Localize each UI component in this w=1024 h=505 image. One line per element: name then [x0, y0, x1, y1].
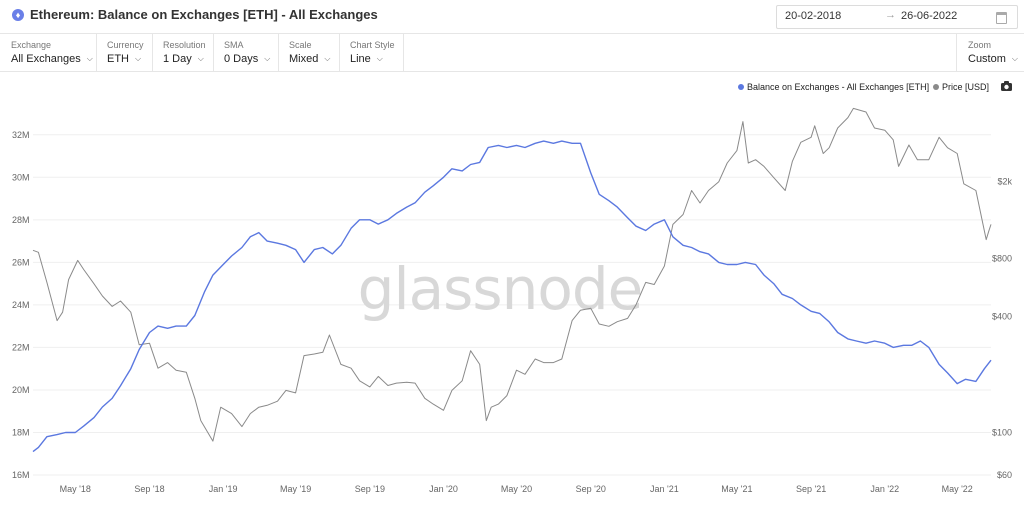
chart-style-select[interactable]: Chart Style Line ⌵: [339, 34, 404, 71]
chart-style-value[interactable]: Line ⌵: [350, 53, 383, 65]
ethereum-icon: ♦: [12, 9, 24, 21]
chevron-down-icon: ⌵: [376, 54, 383, 63]
x-tick-label: Jan '19: [209, 484, 238, 494]
right-tick-label: $100: [992, 427, 1012, 437]
sma-value[interactable]: 0 Days ⌵: [224, 53, 271, 65]
right-tick-label: $60: [997, 470, 1012, 480]
resolution-label: Resolution: [163, 40, 206, 50]
legend-dot-price: [933, 84, 939, 90]
sma-select[interactable]: SMA 0 Days ⌵: [213, 34, 279, 71]
chevron-down-icon: ⌵: [197, 54, 204, 63]
left-axis: 16M 18M 20M 22M 24M 26M 28M 30M 32M: [12, 130, 30, 480]
zoom-select[interactable]: Zoom Custom ⌵: [956, 34, 1024, 71]
currency-value[interactable]: ETH ⌵: [107, 53, 142, 65]
currency-label: Currency: [107, 40, 144, 50]
watermark: glassnode: [358, 255, 643, 323]
zoom-label: Zoom: [968, 40, 992, 50]
left-tick-label: 28M: [12, 215, 30, 225]
x-tick-label: May '18: [60, 484, 91, 494]
x-tick-label: Sep '19: [355, 484, 385, 494]
calendar-icon[interactable]: [996, 12, 1007, 24]
chevron-down-icon: ⌵: [1011, 54, 1018, 63]
left-tick-label: 22M: [12, 342, 30, 352]
chart-style-label: Chart Style: [350, 40, 395, 50]
chevron-down-icon: ⌵: [135, 54, 142, 63]
chart-area: glassnode 16M 18M 20M 22M 24M 26M 28M 30M 32M $6…: [12, 81, 1013, 494]
right-tick-label: $800: [992, 253, 1012, 263]
currency-select[interactable]: Currency ETH ⌵: [96, 34, 153, 71]
right-tick-label: $2k: [997, 177, 1012, 187]
scale-value[interactable]: Mixed ⌵: [289, 53, 331, 65]
x-tick-label: May '20: [501, 484, 532, 494]
exchange-value[interactable]: All Exchanges ⌵: [11, 53, 93, 65]
grid: [33, 134, 991, 476]
right-axis: $60 $100 $400 $800 $2k: [992, 177, 1013, 480]
x-tick-label: Jan '20: [429, 484, 458, 494]
x-tick-label: May '19: [280, 484, 311, 494]
left-tick-label: 18M: [12, 427, 30, 437]
x-tick-label: Jan '22: [870, 484, 899, 494]
chevron-down-icon: ⌵: [264, 54, 271, 63]
series-layer: [32, 107, 992, 453]
x-tick-label: Sep '21: [796, 484, 826, 494]
x-tick-label: Sep '18: [134, 484, 164, 494]
camera-icon[interactable]: [1001, 81, 1012, 91]
chevron-down-icon: ⌵: [324, 54, 331, 63]
resolution-select[interactable]: Resolution 1 Day ⌵: [152, 34, 214, 71]
x-tick-label: Sep '20: [576, 484, 606, 494]
left-tick-label: 32M: [12, 130, 30, 140]
series-line-balance[interactable]: [32, 140, 992, 453]
left-tick-label: 24M: [12, 300, 30, 310]
exchange-label: Exchange: [11, 40, 52, 50]
left-tick-label: 20M: [12, 385, 30, 395]
zoom-value[interactable]: Custom ⌵: [968, 53, 1018, 65]
chart-header: ♦ Ethereum: Balance on Exchanges [ETH] -…: [0, 0, 1024, 32]
sma-label: SMA: [224, 40, 244, 50]
legend: Balance on Exchanges - All Exchanges [ET…: [738, 81, 1012, 92]
legend-dot-balance: [738, 84, 744, 90]
resolution-value[interactable]: 1 Day ⌵: [163, 53, 204, 65]
date-to[interactable]: 26-06-2022: [901, 10, 958, 22]
x-axis: May '18 Sep '18 Jan '19 May '19 Sep '19 Jan '…: [60, 484, 973, 494]
left-tick-label: 26M: [12, 257, 30, 267]
scale-select[interactable]: Scale Mixed ⌵: [278, 34, 340, 71]
scale-label: Scale: [289, 40, 312, 50]
legend-label-price[interactable]: Price [USD]: [942, 82, 989, 92]
left-tick-label: 30M: [12, 172, 30, 182]
date-from[interactable]: 20-02-2018: [785, 10, 842, 22]
series-line-price[interactable]: [32, 107, 992, 442]
date-arrow: →: [885, 9, 896, 21]
chart-title: Ethereum: Balance on Exchanges [ETH] - A…: [30, 7, 378, 22]
exchange-select[interactable]: Exchange All Exchanges ⌵: [0, 34, 97, 71]
chart-toolbar: Exchange All Exchanges ⌵ Currency ETH ⌵ Re…: [0, 33, 1024, 72]
right-tick-label: $400: [992, 311, 1012, 321]
left-tick-label: 16M: [12, 470, 30, 480]
legend-item-balance[interactable]: Balance on Exchanges - All Exchanges [ET…: [738, 82, 929, 92]
legend-label-balance[interactable]: Balance on Exchanges - All Exchanges [ET…: [747, 82, 929, 92]
x-tick-label: May '22: [942, 484, 973, 494]
x-tick-label: Jan '21: [650, 484, 679, 494]
legend-item-price[interactable]: Price [USD]: [933, 82, 989, 92]
x-tick-label: May '21: [721, 484, 752, 494]
date-range-picker[interactable]: 20-02-2018 → 26-06-2022: [776, 5, 1018, 29]
chevron-down-icon: ⌵: [86, 54, 93, 63]
